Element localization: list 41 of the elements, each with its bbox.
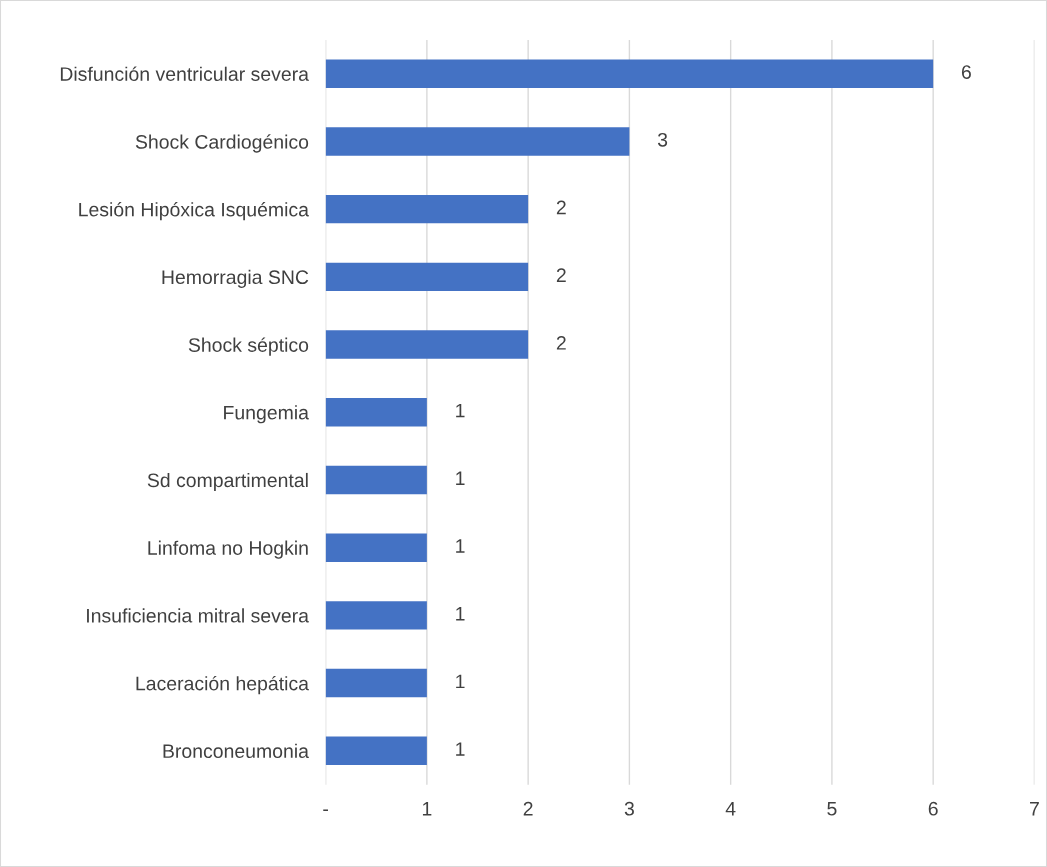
bar (325, 194, 529, 224)
x-tick-label: 1 (422, 802, 432, 816)
y-tick-label: Lesión Hipóxica Isquémica (79, 201, 309, 221)
y-tick-label: Sd compartimental (147, 472, 308, 492)
x-tick-label: 6 (928, 801, 938, 816)
bar (325, 127, 630, 156)
x-tick-label: 7 (1030, 802, 1039, 816)
y-tick-label: Shock séptico (188, 337, 309, 356)
x-tick-label: 3 (624, 801, 634, 816)
bar (325, 465, 427, 495)
y-tick-label: Shock Cardiogénico (135, 134, 309, 153)
x-tick-label: - (323, 809, 328, 811)
bar (325, 533, 427, 562)
data-label: 1 (456, 607, 465, 621)
bar (325, 330, 529, 359)
bar (325, 601, 427, 630)
data-label: 1 (456, 742, 465, 756)
bar (325, 398, 427, 427)
data-label: 2 (556, 200, 566, 215)
bar (325, 668, 427, 698)
x-tick-label: 2 (523, 801, 533, 816)
data-label: 1 (456, 471, 465, 485)
x-tick-label: 4 (725, 802, 736, 816)
x-tick-label: 5 (827, 802, 837, 816)
data-label: 1 (456, 403, 465, 418)
bar (325, 59, 934, 88)
data-label: 6 (961, 65, 971, 79)
y-tick-label: Fungemia (224, 405, 309, 424)
data-label: 2 (556, 268, 566, 282)
y-tick-label: Bronconeumonia (163, 743, 309, 759)
data-label: 2 (556, 336, 566, 350)
y-tick-label: Hemorragia SNC (162, 269, 309, 288)
data-label: 1 (456, 539, 465, 553)
y-tick-label: Insuficiencia mitral severa (87, 608, 309, 623)
bar (325, 262, 529, 292)
y-tick-label: Disfunción ventricular severa (60, 66, 309, 81)
bar (325, 736, 427, 765)
data-label: 1 (456, 674, 465, 689)
y-tick-label: Linfoma no Hogkin (148, 540, 308, 559)
data-label: 3 (657, 132, 668, 147)
y-tick-label: Laceración hepática (136, 675, 309, 695)
